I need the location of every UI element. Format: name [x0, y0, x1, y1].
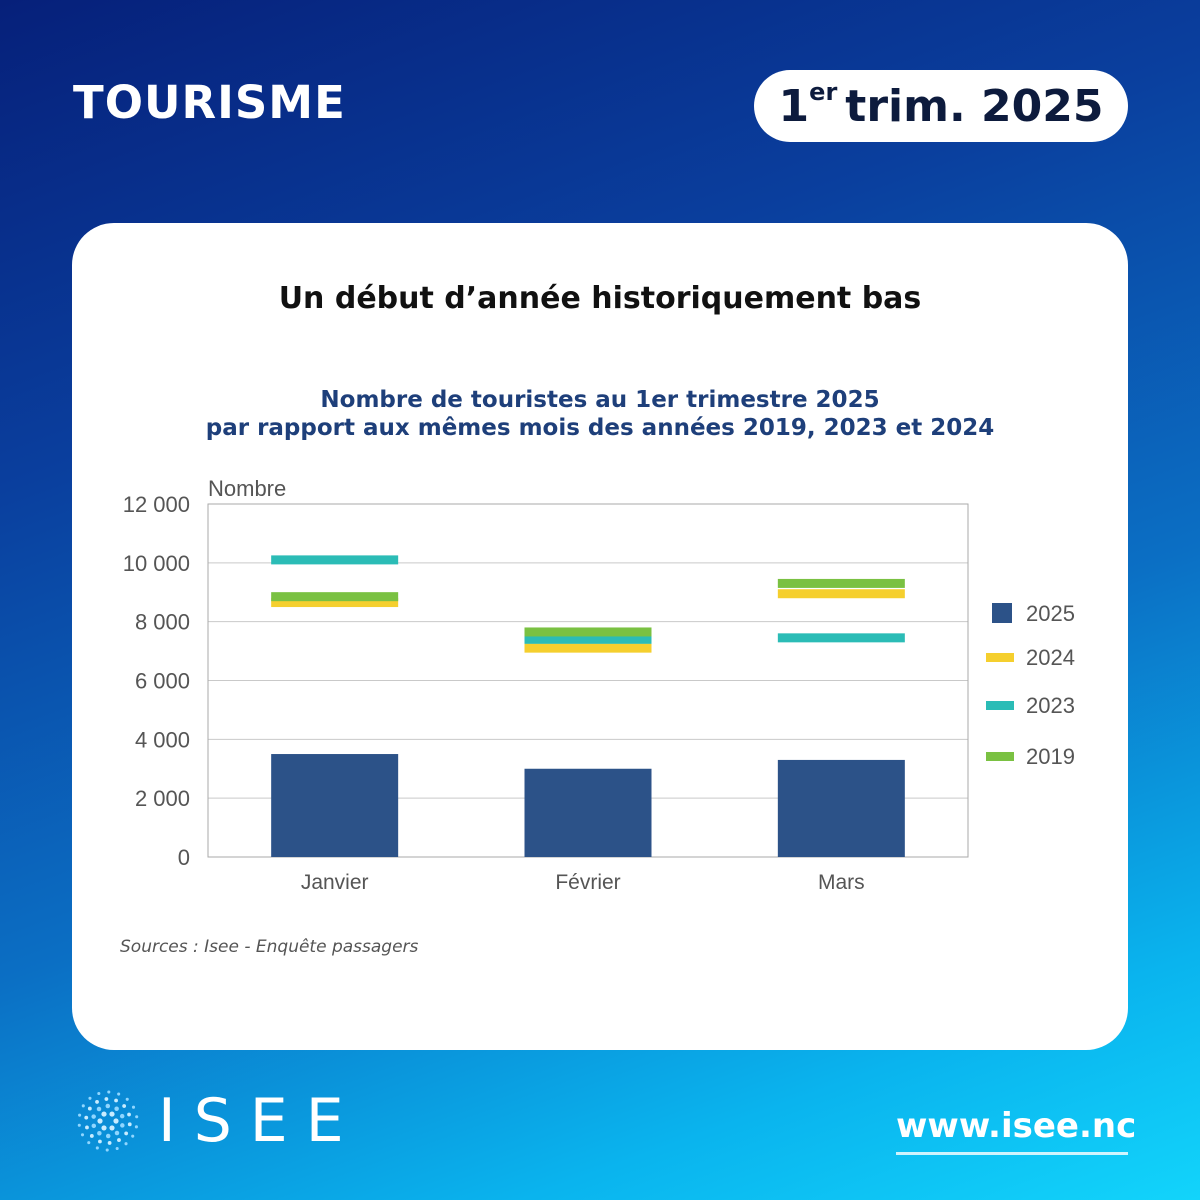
- logo-dot: [97, 1091, 101, 1096]
- logo-dot: [85, 1125, 89, 1130]
- logo-dot: [107, 1090, 111, 1094]
- legend-swatch-2025: [992, 603, 1012, 623]
- period-text: trim. 2025: [845, 80, 1104, 132]
- isee-logo-icon: [77, 1090, 139, 1152]
- legend-label: 2019: [1026, 744, 1075, 769]
- chart-title: Nombre de touristes au 1er trimestre 202…: [72, 386, 1128, 442]
- y-axis-label: Nombre: [208, 476, 286, 501]
- logo-dot: [109, 1125, 115, 1131]
- logo-dot: [131, 1134, 135, 1138]
- marker-2024: [524, 643, 652, 653]
- source-note: Sources : Isee - Enquête passagers: [120, 937, 419, 957]
- logo-dot: [80, 1133, 85, 1137]
- y-tick-label: 0: [178, 845, 190, 870]
- logo-dot: [97, 1131, 102, 1136]
- logo-dot: [127, 1122, 132, 1127]
- logo-dot: [119, 1113, 125, 1119]
- chart-title-line-2: par rapport aux mêmes mois des années 20…: [205, 415, 995, 441]
- chart: 0 2 000 4 000 6 000 8 000 10 000 12 000 Nombre J…: [123, 476, 1075, 894]
- period-badge: 1 er trim. 2025: [754, 70, 1128, 142]
- y-tick-label: 4 000: [135, 727, 190, 752]
- logo-dot: [104, 1097, 109, 1101]
- marker-2024: [271, 598, 399, 608]
- logo-dot: [113, 1118, 119, 1124]
- topic-title: TOURISME: [73, 76, 346, 129]
- logo-dot: [78, 1113, 82, 1117]
- website-underline: [896, 1152, 1128, 1155]
- logo-dot: [84, 1115, 89, 1120]
- marker-2023: [524, 634, 652, 644]
- logo-dot: [124, 1142, 128, 1146]
- logo-dot: [95, 1100, 99, 1104]
- logo-dot: [91, 1123, 97, 1129]
- logo-dot: [127, 1112, 131, 1117]
- legend-label: 2023: [1026, 693, 1075, 718]
- logo-dot: [131, 1105, 136, 1109]
- brand: ISEE: [76, 1086, 362, 1156]
- website-link[interactable]: www.isee.nc: [896, 1106, 1137, 1146]
- marker-2019: [271, 592, 399, 602]
- logo-dot: [117, 1092, 121, 1096]
- legend-label: 2025: [1026, 601, 1075, 626]
- logo-dot: [87, 1106, 92, 1111]
- logo-dot: [91, 1114, 96, 1119]
- marker-2024: [777, 589, 905, 599]
- logo-dot: [135, 1115, 139, 1119]
- legend-swatch-2024: [986, 653, 1014, 662]
- logo-dot: [81, 1104, 85, 1108]
- y-tick-label: 6 000: [135, 669, 190, 694]
- bar-2025: [271, 754, 399, 857]
- legend-swatch-2019: [986, 752, 1014, 761]
- y-tick-label: 8 000: [135, 610, 190, 635]
- logo-dot: [124, 1131, 129, 1136]
- x-tick-label: Janvier: [301, 871, 369, 894]
- logo-dot: [105, 1103, 111, 1109]
- logo-dot: [105, 1133, 111, 1139]
- logo-dot: [134, 1125, 138, 1129]
- logo-dot: [125, 1097, 129, 1101]
- logo-dot: [122, 1104, 127, 1108]
- marker-2023: [777, 633, 905, 643]
- legend-label: 2024: [1026, 645, 1075, 670]
- logo-dot: [117, 1138, 121, 1142]
- logo-dot: [97, 1118, 103, 1124]
- logo-dot: [114, 1098, 118, 1103]
- logo-dot: [114, 1106, 119, 1111]
- logo-dot: [115, 1146, 119, 1151]
- logo-dot: [107, 1141, 112, 1145]
- logo-dot: [114, 1130, 120, 1136]
- logo-dot: [101, 1111, 107, 1117]
- logo-dot: [95, 1146, 99, 1150]
- headline: Un début d’année historiquement bas: [278, 281, 922, 316]
- bar-2025: [524, 768, 652, 857]
- x-tick-label: Février: [555, 871, 620, 894]
- period-number: 1: [778, 80, 810, 132]
- x-tick-label: Mars: [818, 871, 865, 894]
- y-tick-label: 10 000: [123, 551, 190, 576]
- logo-dot: [96, 1106, 102, 1112]
- brand-name: ISEE: [158, 1086, 362, 1156]
- bar-2025: [777, 759, 905, 857]
- period-suffix: er: [809, 78, 838, 106]
- logo-dot: [101, 1125, 107, 1131]
- marker-2019: [777, 578, 905, 588]
- logo-dot: [89, 1134, 94, 1138]
- logo-dot: [88, 1096, 92, 1100]
- marker-2019: [524, 627, 652, 637]
- y-tick-label: 2 000: [135, 786, 190, 811]
- logo-dot: [105, 1148, 109, 1152]
- logo-dot: [77, 1123, 81, 1127]
- logo-dot: [87, 1141, 91, 1145]
- logo-dot: [98, 1139, 102, 1144]
- chart-card: Un début d’année historiquement bas Nomb…: [72, 223, 1128, 1050]
- logo-dot: [120, 1123, 125, 1128]
- logo-dot: [109, 1111, 115, 1117]
- chart-title-line-1: Nombre de touristes au 1er trimestre 202…: [320, 387, 880, 413]
- legend-swatch-2023: [986, 701, 1014, 710]
- marker-2023: [271, 555, 399, 565]
- y-tick-label: 12 000: [123, 492, 190, 517]
